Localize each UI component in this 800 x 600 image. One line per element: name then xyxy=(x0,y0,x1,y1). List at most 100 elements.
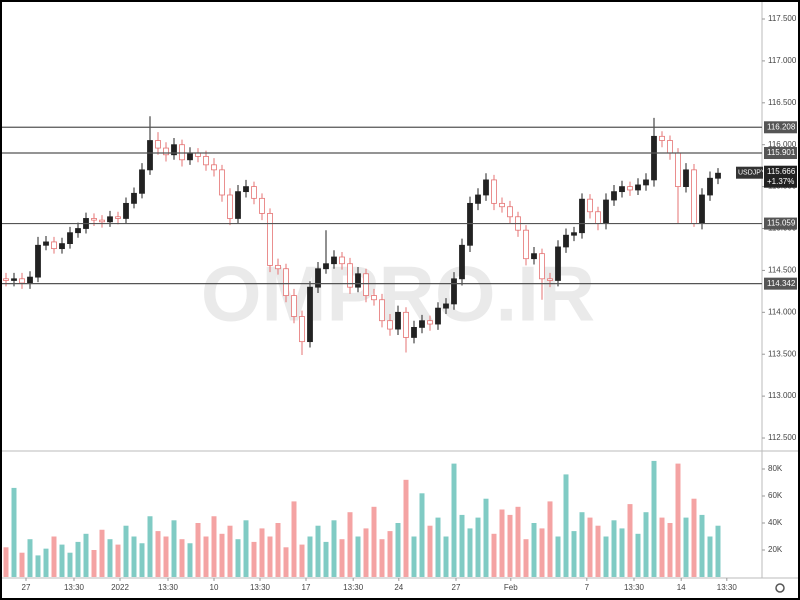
volume-bar xyxy=(683,517,689,577)
volume-bar xyxy=(675,463,681,577)
x-tick-label: 24 xyxy=(394,583,403,592)
y-tick-label: 114.500 xyxy=(768,266,797,275)
volume-bar xyxy=(291,501,297,577)
volume-bar xyxy=(219,533,225,577)
candle-body xyxy=(363,273,369,296)
candle-body xyxy=(459,244,465,280)
volume-bar xyxy=(531,523,537,577)
candle-body xyxy=(675,152,681,188)
volume-bar xyxy=(59,544,65,577)
volume-bar xyxy=(387,531,393,577)
candle-body xyxy=(11,278,17,281)
volume-bar xyxy=(203,536,209,577)
candle-body xyxy=(483,179,489,196)
volume-bar xyxy=(131,536,137,577)
y-tick-label: 113.000 xyxy=(768,391,797,400)
volume-bar xyxy=(179,539,185,577)
candle-body xyxy=(147,140,153,171)
candle-body xyxy=(67,232,73,244)
volume-bar xyxy=(483,498,489,577)
candle-body xyxy=(691,169,697,224)
volume-bar xyxy=(363,528,369,577)
y-tick-label: 117.500 xyxy=(768,14,797,23)
candle-body xyxy=(499,202,505,208)
y-tick-label: 113.500 xyxy=(768,349,797,358)
candle-body xyxy=(643,179,649,186)
volume-bar xyxy=(195,523,201,577)
candle-body xyxy=(307,286,313,343)
candle-body xyxy=(3,278,9,281)
candle-body xyxy=(267,213,273,266)
level-tag xyxy=(764,217,797,230)
candle-body xyxy=(707,177,713,196)
volume-bar xyxy=(699,514,705,577)
volume-bar xyxy=(299,544,305,577)
candle-body xyxy=(75,228,81,234)
candle-body xyxy=(155,140,161,149)
candle-body xyxy=(235,191,241,219)
candle-body xyxy=(299,316,305,343)
volume-bar xyxy=(251,541,257,577)
volume-bar xyxy=(563,474,569,577)
x-tick-label: 10 xyxy=(210,583,219,592)
candle-body xyxy=(435,307,441,325)
volume-bar xyxy=(659,517,665,577)
candle-body xyxy=(443,303,449,309)
volume-bar xyxy=(139,543,145,577)
volume-bar xyxy=(427,525,433,577)
candle-body xyxy=(427,320,433,325)
x-tick-label: 7 xyxy=(585,583,590,592)
volume-bar xyxy=(275,523,281,577)
volume-bar xyxy=(635,533,641,577)
volume-bar xyxy=(691,498,697,577)
volume-bar xyxy=(51,536,57,577)
candle-body xyxy=(227,194,233,219)
volume-bar xyxy=(419,493,425,577)
volume-bar xyxy=(67,552,73,577)
candle-body xyxy=(563,234,569,248)
volume-bar xyxy=(267,536,273,577)
volume-bar xyxy=(347,512,353,577)
candle-body xyxy=(475,194,481,204)
candle-body xyxy=(203,156,209,166)
volume-bar xyxy=(603,536,609,577)
candle-body xyxy=(355,273,361,288)
volume-bar xyxy=(467,528,473,577)
candle-body xyxy=(451,278,457,305)
y-tick-label: 112.500 xyxy=(768,433,797,442)
candle-body xyxy=(19,278,25,284)
candle-body xyxy=(539,253,545,280)
x-tick-label: 27 xyxy=(22,583,31,592)
volume-bar xyxy=(627,504,633,577)
candle-body xyxy=(611,191,617,201)
volume-bar xyxy=(259,528,265,577)
candle-body xyxy=(259,197,265,214)
volume-bar xyxy=(91,550,97,577)
volume-bar xyxy=(371,506,377,577)
candle-body xyxy=(163,147,169,156)
candle-body xyxy=(115,216,121,219)
candle-body xyxy=(339,256,345,265)
volume-bar xyxy=(83,533,89,577)
level-tag xyxy=(764,121,797,134)
volume-bar xyxy=(611,520,617,577)
symbol-label: USDJPY xyxy=(738,170,766,177)
volume-bar xyxy=(331,520,337,577)
settings-icon[interactable] xyxy=(775,583,785,593)
candle-body xyxy=(387,320,393,330)
volume-tick-label: 60K xyxy=(768,491,783,500)
volume-bar xyxy=(115,544,121,577)
volume-bar xyxy=(707,536,713,577)
x-tick-label: 13:30 xyxy=(343,583,364,592)
volume-bar xyxy=(555,536,561,577)
candle-body xyxy=(715,172,721,179)
candle-body xyxy=(315,268,321,288)
x-tick-label: 27 xyxy=(452,583,461,592)
x-tick-label: 13:30 xyxy=(717,583,738,592)
candle-body xyxy=(27,276,33,284)
candle-body xyxy=(395,311,401,330)
candle-body xyxy=(595,211,601,224)
level-label: 115.059 xyxy=(767,219,796,228)
candle-body xyxy=(555,246,561,281)
